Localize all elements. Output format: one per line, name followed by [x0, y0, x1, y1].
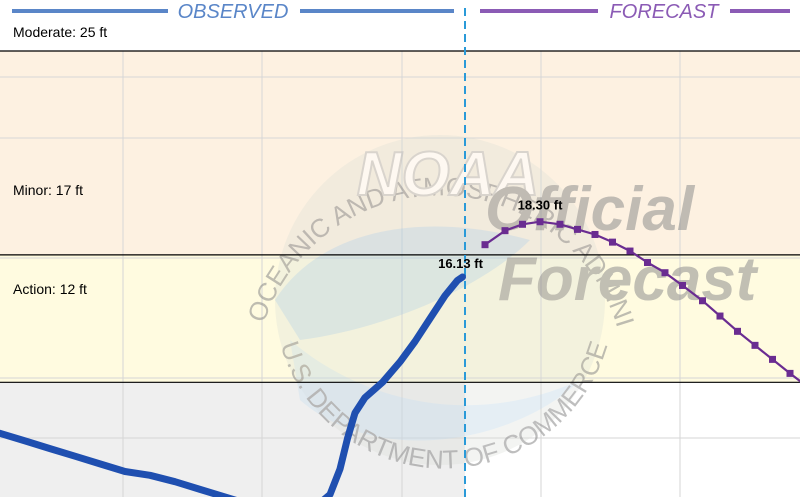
forecast-point-7: [609, 238, 616, 246]
series-layer: [0, 218, 800, 497]
noaa-wordmark: NOAA: [357, 140, 540, 209]
forecast-point-17: [786, 369, 794, 377]
forecast-point-6: [591, 230, 599, 238]
forecast-point-8: [626, 247, 634, 255]
forecast-point-10: [661, 269, 669, 277]
observed-stage-line: [0, 273, 466, 497]
forecast-header-label: FORECAST: [610, 1, 721, 23]
forecast-point-12: [699, 297, 706, 305]
forecast-point-14: [734, 327, 741, 335]
forecast-point-13: [716, 312, 724, 320]
forecast-point-5: [574, 225, 581, 233]
action-threshold-label: Action: 12 ft: [13, 281, 87, 297]
moderate-threshold-label: Moderate: 25 ft: [13, 24, 107, 40]
forecast-point-9: [644, 259, 651, 267]
forecast-point-0: [481, 241, 489, 249]
latest-observed-label: 16.13 ft: [438, 256, 483, 271]
below-action-observed-band: [0, 382, 465, 497]
forecast-point-3: [536, 218, 544, 226]
forecast-peak-label: 18.30 ft: [518, 198, 563, 213]
minor-threshold-label: Minor: 17 ft: [13, 182, 83, 198]
forecast-point-16: [769, 355, 776, 363]
observed-header-label: OBSERVED: [178, 1, 289, 23]
moderate-band: [0, 50, 800, 255]
forecast-point-11: [679, 281, 686, 289]
threshold-labels: Moderate: 25 ft Minor: 17 ft Action: 12 …: [13, 24, 107, 297]
annotation-layer: 18.30 ft 16.13 ft: [438, 198, 563, 271]
forecast-point-15: [751, 341, 759, 349]
chart-header: OBSERVED FORECAST: [12, 1, 790, 23]
watermark-line-forecast: Forecast: [498, 245, 759, 314]
forecast-point-1: [501, 227, 509, 235]
forecast-point-2: [519, 220, 526, 228]
grid-lines: [0, 50, 800, 497]
threshold-lines: [0, 50, 800, 383]
forecast-point-4: [556, 220, 564, 228]
